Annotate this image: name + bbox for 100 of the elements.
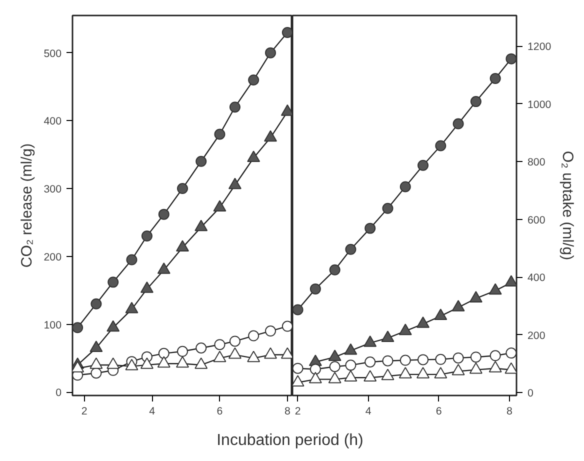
x-tick-label: 6 bbox=[216, 406, 223, 418]
y-tick-label: 200 bbox=[44, 251, 62, 264]
point bbox=[196, 342, 207, 354]
point bbox=[488, 360, 502, 372]
point bbox=[213, 350, 226, 362]
point bbox=[452, 300, 465, 312]
point bbox=[416, 366, 430, 378]
point bbox=[469, 362, 482, 374]
point bbox=[177, 346, 188, 357]
point bbox=[435, 140, 446, 152]
point bbox=[328, 372, 342, 384]
point bbox=[469, 291, 482, 302]
point bbox=[229, 102, 240, 113]
point bbox=[345, 244, 356, 255]
point bbox=[125, 302, 138, 314]
point bbox=[247, 150, 260, 162]
y2-tick-label: 0 bbox=[528, 388, 534, 400]
point bbox=[176, 356, 189, 368]
point bbox=[504, 275, 516, 287]
y-tick-label: 500 bbox=[44, 48, 62, 60]
x-tick-label: 8 bbox=[506, 406, 512, 418]
point bbox=[328, 350, 342, 362]
point bbox=[229, 336, 240, 347]
point bbox=[416, 316, 430, 328]
point bbox=[310, 283, 321, 294]
point bbox=[329, 264, 340, 276]
y-axis-title: CO₂ release (ml/g) bbox=[18, 143, 36, 268]
y2-tick-label: 1200 bbox=[528, 41, 552, 54]
y-tick-label: 0 bbox=[56, 387, 62, 400]
point bbox=[434, 308, 448, 320]
y2-tick-label: 800 bbox=[528, 156, 546, 169]
point bbox=[248, 74, 260, 86]
point bbox=[265, 326, 276, 337]
y2-tick-label: 600 bbox=[528, 214, 546, 226]
point bbox=[141, 230, 152, 242]
point bbox=[364, 336, 377, 347]
point bbox=[213, 200, 226, 212]
point bbox=[72, 322, 84, 334]
point bbox=[292, 375, 304, 386]
x-tick-label: 4 bbox=[365, 406, 372, 418]
point bbox=[106, 320, 120, 332]
point bbox=[418, 160, 429, 171]
y2-tick-label: 400 bbox=[528, 272, 546, 284]
x-tick-label: 6 bbox=[436, 406, 442, 418]
y-tick-label: 300 bbox=[44, 184, 62, 196]
point bbox=[196, 156, 207, 167]
point bbox=[490, 72, 501, 84]
point bbox=[506, 53, 516, 64]
point bbox=[381, 368, 394, 380]
point bbox=[398, 324, 412, 336]
x-tick-label: 2 bbox=[81, 406, 88, 418]
x-axis-title: Incubation period (h) bbox=[216, 431, 364, 451]
point bbox=[400, 354, 411, 366]
point bbox=[292, 362, 304, 374]
point bbox=[157, 262, 170, 274]
point bbox=[90, 340, 103, 352]
point bbox=[470, 352, 482, 363]
point bbox=[140, 358, 154, 369]
point bbox=[308, 372, 322, 384]
point bbox=[264, 347, 277, 359]
point bbox=[125, 358, 138, 370]
point bbox=[158, 208, 170, 220]
point bbox=[364, 222, 376, 234]
point bbox=[452, 364, 465, 376]
y2-axis-title: O₂ uptake (ml/g) bbox=[559, 150, 576, 260]
point bbox=[435, 354, 446, 365]
x-tick-label: 4 bbox=[149, 406, 156, 418]
y-tick-label: 100 bbox=[44, 319, 62, 332]
point bbox=[398, 366, 412, 378]
point bbox=[344, 370, 358, 382]
point bbox=[90, 358, 103, 369]
point bbox=[470, 96, 482, 108]
point bbox=[108, 276, 119, 288]
point bbox=[228, 178, 242, 190]
point bbox=[106, 358, 120, 369]
point bbox=[126, 254, 138, 266]
point bbox=[310, 364, 321, 375]
point bbox=[381, 330, 394, 342]
point bbox=[488, 283, 502, 295]
point bbox=[329, 361, 340, 372]
point bbox=[382, 355, 394, 366]
point bbox=[434, 366, 448, 378]
point bbox=[194, 358, 208, 369]
point bbox=[490, 350, 501, 362]
point bbox=[506, 348, 516, 359]
point bbox=[228, 347, 242, 359]
point bbox=[504, 362, 516, 374]
point bbox=[400, 181, 411, 192]
y-tick-label: 400 bbox=[44, 116, 62, 128]
point bbox=[214, 339, 226, 350]
point bbox=[248, 330, 260, 342]
y2-tick-label: 200 bbox=[528, 330, 546, 342]
point bbox=[345, 360, 356, 371]
point bbox=[264, 130, 277, 142]
point bbox=[247, 350, 260, 362]
point bbox=[452, 352, 464, 364]
point bbox=[214, 128, 226, 140]
point bbox=[282, 320, 292, 332]
point bbox=[177, 183, 188, 194]
point bbox=[72, 360, 84, 372]
